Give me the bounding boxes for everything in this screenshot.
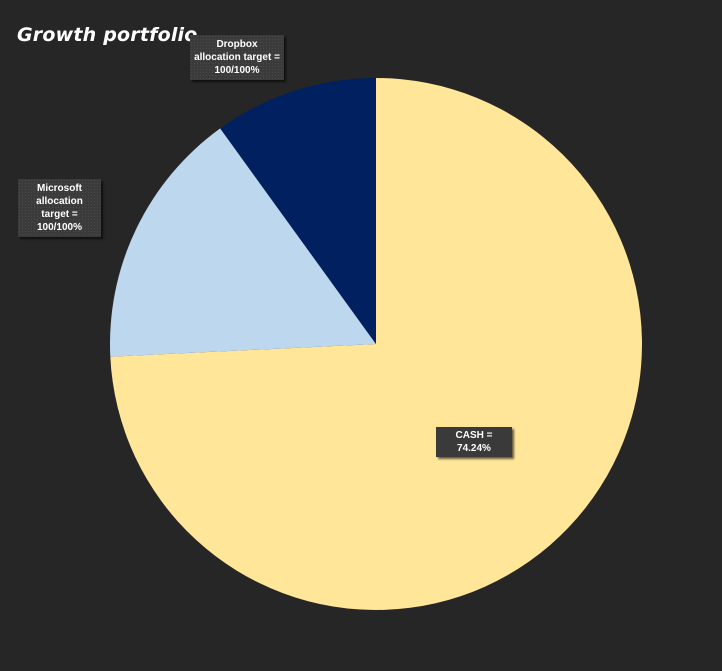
pie-slice-cash (110, 78, 642, 610)
pie-slices (109, 78, 642, 610)
pie-slice-dropbox (220, 78, 376, 344)
pie-slice-microsoft (109, 128, 377, 357)
chart-title: Growth portfolio (17, 24, 198, 46)
slice-label-microsoft: Microsoft allocation target = 100/100% (18, 179, 101, 237)
slice-label-cash: CASH = 74.24% (436, 427, 512, 457)
slice-label-dropbox: Dropbox allocation target = 100/100% (190, 35, 284, 80)
